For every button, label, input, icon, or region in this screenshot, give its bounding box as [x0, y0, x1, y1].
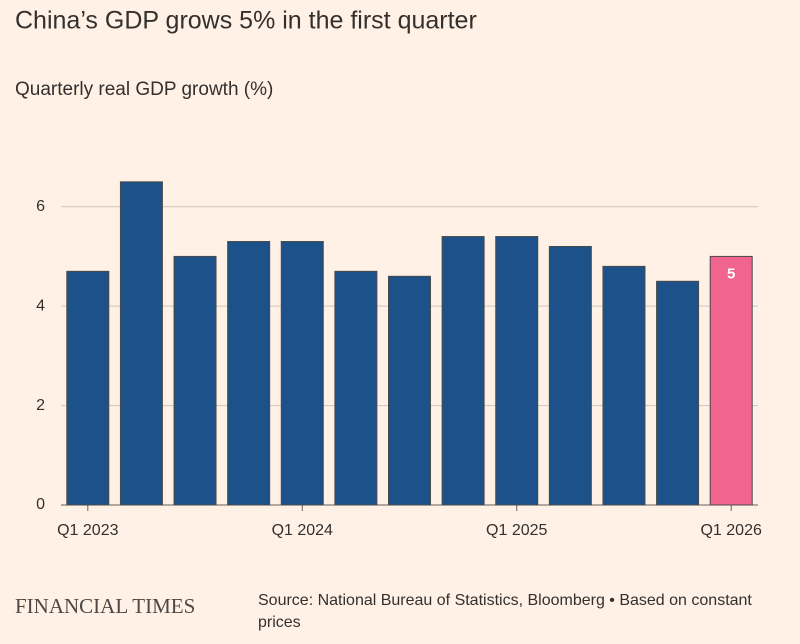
- bar: [602, 265, 646, 506]
- chart-subtitle: Quarterly real GDP growth (%): [15, 79, 273, 100]
- bar: [388, 275, 431, 506]
- y-tick-label: 2: [36, 397, 45, 414]
- bar: [119, 181, 163, 506]
- bar: [441, 236, 485, 506]
- data-label: 5: [727, 265, 735, 282]
- x-tick-label: Q1 2025: [486, 522, 547, 539]
- chart-title: China’s GDP grows 5% in the first quarte…: [15, 7, 477, 35]
- bar: [656, 280, 700, 506]
- bar: [227, 241, 271, 506]
- bar: [173, 255, 217, 506]
- bar: [334, 270, 378, 506]
- bar: [66, 270, 110, 506]
- bar: [495, 236, 539, 506]
- bar: [548, 245, 592, 506]
- bar: [280, 241, 324, 506]
- brand: FINANCIAL TIMES: [15, 594, 195, 618]
- x-tick-label: Q1 2024: [272, 522, 333, 539]
- x-tick-label: Q1 2023: [57, 522, 118, 539]
- x-tick-label: Q1 2026: [700, 522, 761, 539]
- y-tick-label: 6: [36, 198, 45, 215]
- y-tick-label: 0: [36, 496, 45, 513]
- bar: [709, 255, 753, 506]
- y-tick-label: 4: [36, 297, 45, 314]
- source-note: Source: National Bureau of Statistics, B…: [258, 592, 752, 631]
